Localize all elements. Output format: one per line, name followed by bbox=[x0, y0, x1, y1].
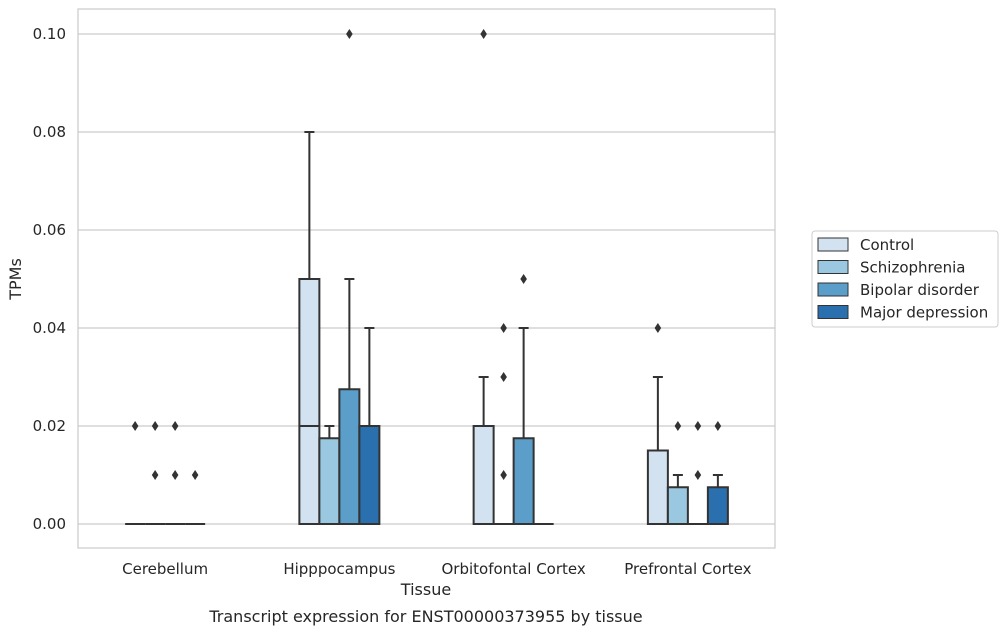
y-tick-label: 0.02 bbox=[33, 417, 66, 435]
box-body bbox=[666, 486, 689, 525]
box-body bbox=[358, 425, 381, 525]
x-tick-label: Orbitofontal Cortex bbox=[442, 560, 586, 578]
outlier-point bbox=[480, 29, 487, 39]
box-body bbox=[298, 278, 321, 525]
box-body bbox=[338, 388, 361, 525]
outlier-point bbox=[674, 421, 682, 431]
outlier-point bbox=[151, 470, 159, 480]
x-axis-label: Tissue bbox=[400, 580, 451, 599]
legend-label: Major depression bbox=[860, 304, 988, 322]
box-bipolar-disorder bbox=[687, 421, 708, 525]
box-bipolar-disorder bbox=[165, 421, 186, 525]
box-body bbox=[472, 425, 495, 525]
legend-label: Schizophrenia bbox=[860, 259, 965, 277]
outlier-point bbox=[694, 421, 702, 431]
box-schizophrenia bbox=[145, 421, 166, 525]
outlier-point bbox=[171, 470, 179, 480]
outlier-point bbox=[171, 421, 179, 431]
legend-label: Bipolar disorder bbox=[860, 281, 980, 299]
x-tick-label: Cerebellum bbox=[122, 560, 208, 578]
y-tick-label: 0.10 bbox=[33, 25, 66, 43]
outlier-point bbox=[500, 470, 507, 480]
box-schizophrenia bbox=[666, 421, 689, 525]
outlier-point bbox=[500, 372, 507, 382]
outlier-point bbox=[520, 274, 527, 284]
box-bipolar-disorder bbox=[338, 29, 361, 525]
plot-frame bbox=[77, 8, 776, 549]
legend-frame bbox=[811, 230, 999, 328]
box-body bbox=[318, 437, 341, 525]
box-body bbox=[512, 437, 535, 525]
box-control bbox=[125, 421, 146, 525]
outlier-point bbox=[714, 421, 722, 431]
boxes bbox=[125, 29, 729, 525]
box-schizophrenia bbox=[318, 425, 341, 525]
outlier-point bbox=[654, 323, 662, 333]
chart-caption: Transcript expression for ENST0000037395… bbox=[208, 607, 642, 626]
x-tick-label: Hipppocampus bbox=[283, 560, 395, 578]
box-control bbox=[472, 29, 495, 525]
box-control bbox=[298, 131, 321, 525]
box-body bbox=[646, 449, 669, 525]
legend-swatch bbox=[817, 305, 849, 319]
box-major-depression bbox=[358, 327, 381, 525]
box-major-depression bbox=[706, 421, 729, 525]
box-schizophrenia bbox=[493, 323, 514, 525]
x-tick-label: Prefrontal Cortex bbox=[624, 560, 751, 578]
box-control bbox=[646, 323, 669, 525]
box-major-depression bbox=[185, 470, 206, 525]
outlier-point bbox=[151, 421, 159, 431]
y-tick-label: 0.00 bbox=[33, 515, 66, 533]
x-axis-ticks: Cerebellum Hipppocampus Orbitofontal Corte… bbox=[122, 560, 751, 578]
outlier-point bbox=[500, 323, 507, 333]
legend-swatch bbox=[817, 237, 849, 252]
y-tick-label: 0.08 bbox=[33, 123, 66, 141]
legend: Control Schizophrenia Bipolar disorder Majo… bbox=[811, 230, 999, 328]
y-axis-label: TPMs bbox=[6, 258, 25, 301]
y-axis-ticks: 0.00 0.02 0.04 0.06 0.08 0.10 bbox=[33, 25, 66, 533]
box-bipolar-disorder bbox=[512, 274, 535, 525]
outlier-point bbox=[694, 470, 702, 480]
legend-label: Control bbox=[860, 236, 914, 254]
outlier-point bbox=[191, 470, 199, 480]
y-tick-label: 0.06 bbox=[33, 221, 66, 239]
outlier-point bbox=[131, 421, 139, 431]
legend-swatch bbox=[817, 260, 849, 274]
legend-swatch bbox=[817, 282, 849, 297]
y-tick-label: 0.04 bbox=[33, 319, 66, 337]
box-body bbox=[706, 486, 729, 525]
gridlines bbox=[78, 33, 775, 525]
outlier-point bbox=[346, 29, 353, 39]
